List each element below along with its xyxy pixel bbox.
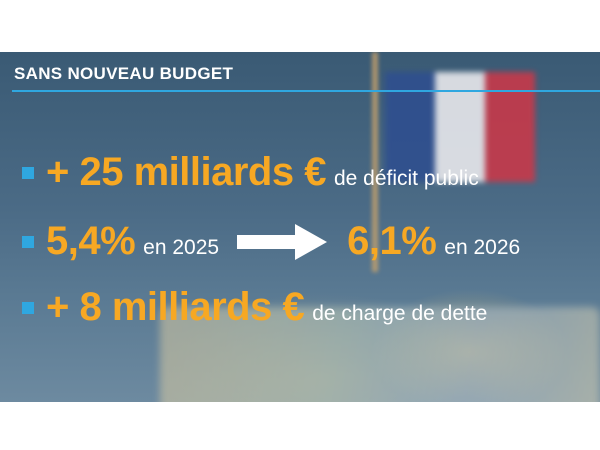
- stat-label: de charge de dette: [312, 302, 488, 325]
- stat-row-debt: + 8 milliards € de charge de dette: [22, 285, 487, 330]
- stat-row-percent: 5,4% en 2025 6,1% en 2026: [22, 218, 520, 264]
- euro-banknotes: [160, 307, 600, 402]
- page-title: SANS NOUVEAU BUDGET: [14, 64, 234, 83]
- square-bullet-icon: [22, 302, 34, 314]
- title-underline: [12, 90, 600, 92]
- background-photo: [0, 52, 600, 402]
- stat-label-2026: en 2026: [444, 236, 521, 259]
- stat-value-2025: 5,4%: [46, 219, 136, 263]
- square-bullet-icon: [22, 236, 34, 248]
- stat-label: de déficit public: [333, 167, 479, 190]
- stat-row-deficit: + 25 milliards € de déficit public: [22, 150, 479, 195]
- flag-pole: [372, 52, 378, 272]
- stat-value: + 25 milliards €: [46, 150, 326, 194]
- stat-label-2025: en 2025: [143, 236, 220, 259]
- right-arrow-icon: [237, 224, 328, 260]
- square-bullet-icon: [22, 167, 34, 179]
- stat-value: + 8 milliards €: [46, 285, 305, 329]
- stat-value-2026: 6,1%: [347, 219, 437, 263]
